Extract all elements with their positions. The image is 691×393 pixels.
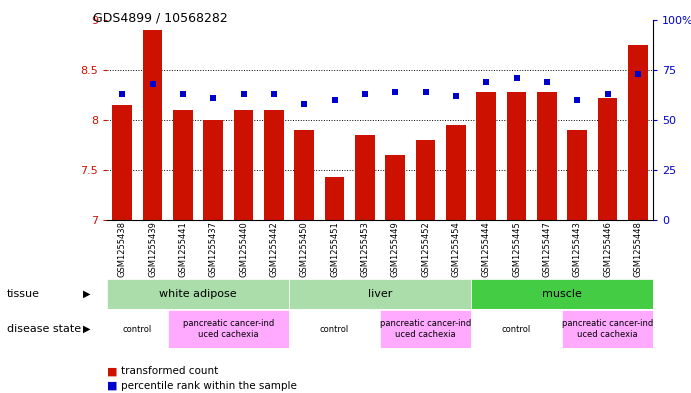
Point	[541, 79, 552, 85]
Point	[117, 91, 128, 97]
Text: ■: ■	[107, 381, 117, 391]
Text: GSM1255453: GSM1255453	[361, 221, 370, 277]
Text: pancreatic cancer-ind
uced cachexia: pancreatic cancer-ind uced cachexia	[562, 320, 653, 339]
Bar	[203, 120, 223, 220]
Text: tissue: tissue	[7, 289, 40, 299]
Point	[632, 71, 643, 77]
Text: ▶: ▶	[83, 324, 90, 334]
Bar	[168, 310, 289, 348]
Bar	[113, 105, 132, 220]
Point	[359, 91, 370, 97]
Text: GSM1255440: GSM1255440	[239, 221, 248, 277]
Text: liver: liver	[368, 289, 392, 299]
Bar	[234, 110, 254, 220]
Point	[481, 79, 492, 85]
Bar	[446, 125, 466, 220]
Bar	[143, 30, 162, 220]
Text: GSM1255454: GSM1255454	[451, 221, 460, 277]
Bar	[562, 310, 653, 348]
Text: GDS4899 / 10568282: GDS4899 / 10568282	[93, 12, 228, 25]
Text: ▶: ▶	[83, 289, 90, 299]
Text: muscle: muscle	[542, 289, 582, 299]
Bar	[386, 155, 405, 220]
Point	[602, 91, 613, 97]
Text: GSM1255452: GSM1255452	[421, 221, 430, 277]
Bar	[173, 110, 193, 220]
Text: transformed count: transformed count	[121, 366, 218, 376]
Bar	[476, 92, 496, 220]
Text: GSM1255449: GSM1255449	[390, 221, 399, 277]
Bar	[380, 310, 471, 348]
Bar	[567, 130, 587, 220]
Bar	[325, 177, 344, 220]
Bar	[507, 92, 527, 220]
Bar	[471, 310, 562, 348]
Text: GSM1255444: GSM1255444	[482, 221, 491, 277]
Point	[511, 75, 522, 81]
Text: percentile rank within the sample: percentile rank within the sample	[121, 381, 297, 391]
Bar	[537, 92, 557, 220]
Text: GSM1255442: GSM1255442	[269, 221, 278, 277]
Text: ■: ■	[107, 366, 117, 376]
Text: GSM1255439: GSM1255439	[148, 221, 157, 277]
Point	[147, 81, 158, 87]
Point	[390, 89, 401, 95]
Text: GSM1255448: GSM1255448	[634, 221, 643, 277]
Bar	[107, 279, 289, 309]
Bar	[289, 279, 471, 309]
Bar	[416, 140, 435, 220]
Point	[268, 91, 279, 97]
Text: GSM1255438: GSM1255438	[117, 221, 126, 277]
Bar	[598, 98, 617, 220]
Text: GSM1255437: GSM1255437	[209, 221, 218, 277]
Text: control: control	[123, 325, 152, 334]
Text: control: control	[320, 325, 349, 334]
Text: control: control	[502, 325, 531, 334]
Point	[299, 101, 310, 107]
Point	[571, 97, 583, 103]
Text: GSM1255443: GSM1255443	[573, 221, 582, 277]
Bar	[628, 45, 647, 220]
Point	[238, 91, 249, 97]
Point	[451, 93, 462, 99]
Text: pancreatic cancer-ind
uced cachexia: pancreatic cancer-ind uced cachexia	[183, 320, 274, 339]
Bar	[107, 310, 168, 348]
Text: GSM1255441: GSM1255441	[178, 221, 187, 277]
Point	[208, 95, 219, 101]
Bar	[289, 310, 380, 348]
Bar	[471, 279, 653, 309]
Text: GSM1255451: GSM1255451	[330, 221, 339, 277]
Text: pancreatic cancer-ind
uced cachexia: pancreatic cancer-ind uced cachexia	[380, 320, 471, 339]
Point	[178, 91, 189, 97]
Text: white adipose: white adipose	[159, 289, 237, 299]
Text: GSM1255445: GSM1255445	[512, 221, 521, 277]
Bar	[355, 135, 375, 220]
Bar	[294, 130, 314, 220]
Text: GSM1255447: GSM1255447	[542, 221, 551, 277]
Bar	[264, 110, 284, 220]
Text: GSM1255446: GSM1255446	[603, 221, 612, 277]
Point	[420, 89, 431, 95]
Text: GSM1255450: GSM1255450	[300, 221, 309, 277]
Text: disease state: disease state	[7, 324, 81, 334]
Point	[329, 97, 340, 103]
